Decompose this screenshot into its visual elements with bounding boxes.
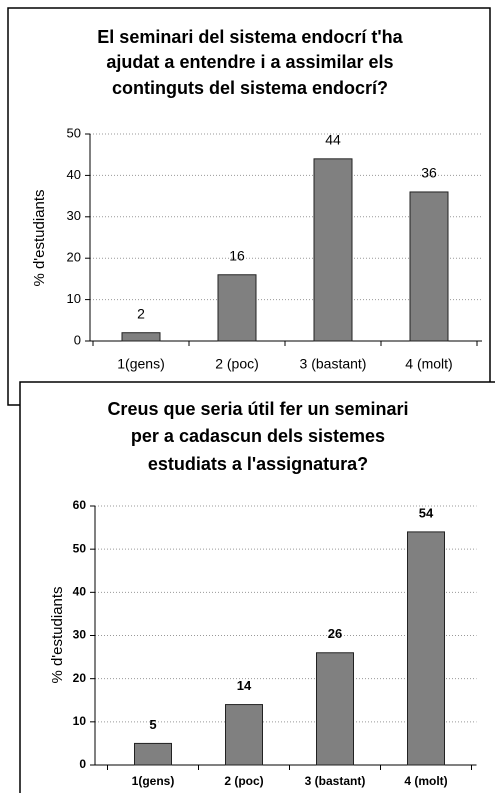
chart-title: per a cadascun dels sistemes bbox=[131, 426, 385, 446]
bar bbox=[407, 531, 445, 766]
chart-title: continguts del sistema endocrí? bbox=[112, 78, 388, 98]
data-label: 26 bbox=[328, 626, 342, 641]
chart-title: estudiats a l'assignatura? bbox=[148, 454, 368, 474]
data-label: 54 bbox=[419, 505, 434, 520]
bar bbox=[409, 191, 449, 342]
x-tick-label: 4 (molt) bbox=[404, 774, 447, 788]
y-tick-label: 30 bbox=[73, 628, 87, 642]
y-tick-label: 50 bbox=[67, 125, 81, 140]
y-tick-label: 30 bbox=[67, 208, 81, 223]
bar bbox=[121, 332, 161, 342]
bar bbox=[313, 158, 353, 342]
x-tick-label: 3 (bastant) bbox=[305, 774, 366, 788]
y-tick-label: 10 bbox=[73, 714, 87, 728]
y-tick-label: 0 bbox=[79, 757, 86, 771]
data-label: 36 bbox=[421, 165, 437, 181]
x-tick-label: 1(gens) bbox=[117, 356, 164, 372]
bar bbox=[134, 742, 172, 766]
y-tick-label: 40 bbox=[67, 167, 81, 182]
chart-title: Creus que seria útil fer un seminari bbox=[107, 399, 408, 419]
y-axis-label: % d'estudiants bbox=[31, 189, 48, 286]
data-label: 44 bbox=[325, 132, 341, 148]
y-tick-label: 60 bbox=[73, 498, 87, 512]
x-tick-label: 2 (poc) bbox=[215, 356, 259, 372]
x-tick-label: 2 (poc) bbox=[224, 774, 263, 788]
data-label: 16 bbox=[229, 247, 245, 263]
bar bbox=[316, 652, 354, 766]
data-label: 14 bbox=[237, 678, 252, 693]
x-tick-label: 3 (bastant) bbox=[300, 356, 367, 372]
y-tick-label: 10 bbox=[67, 291, 81, 306]
chart-title: El seminari del sistema endocrí t'ha bbox=[97, 27, 403, 47]
x-tick-label: 1(gens) bbox=[132, 774, 175, 788]
y-axis-label: % d'estudiants bbox=[49, 586, 66, 683]
bar bbox=[217, 274, 257, 342]
y-tick-label: 0 bbox=[74, 332, 81, 347]
y-tick-label: 20 bbox=[73, 671, 87, 685]
chart-title: ajudat a entendre i a assimilar els bbox=[106, 52, 393, 72]
data-label: 5 bbox=[149, 717, 156, 732]
y-tick-label: 20 bbox=[67, 250, 81, 265]
data-label: 2 bbox=[137, 305, 145, 321]
y-tick-label: 40 bbox=[73, 585, 87, 599]
x-tick-label: 4 (molt) bbox=[405, 356, 452, 372]
bar bbox=[225, 704, 263, 766]
y-tick-label: 50 bbox=[73, 541, 87, 555]
